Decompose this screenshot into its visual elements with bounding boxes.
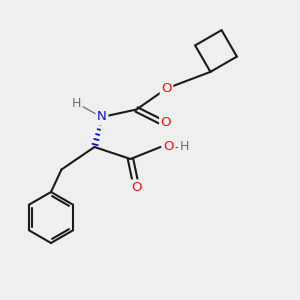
Text: O: O: [161, 116, 171, 130]
Text: O: O: [161, 82, 172, 95]
Text: O: O: [164, 140, 174, 154]
Text: H: H: [180, 140, 189, 154]
Text: O: O: [131, 181, 142, 194]
Text: H: H: [72, 97, 81, 110]
Text: N: N: [97, 110, 107, 124]
